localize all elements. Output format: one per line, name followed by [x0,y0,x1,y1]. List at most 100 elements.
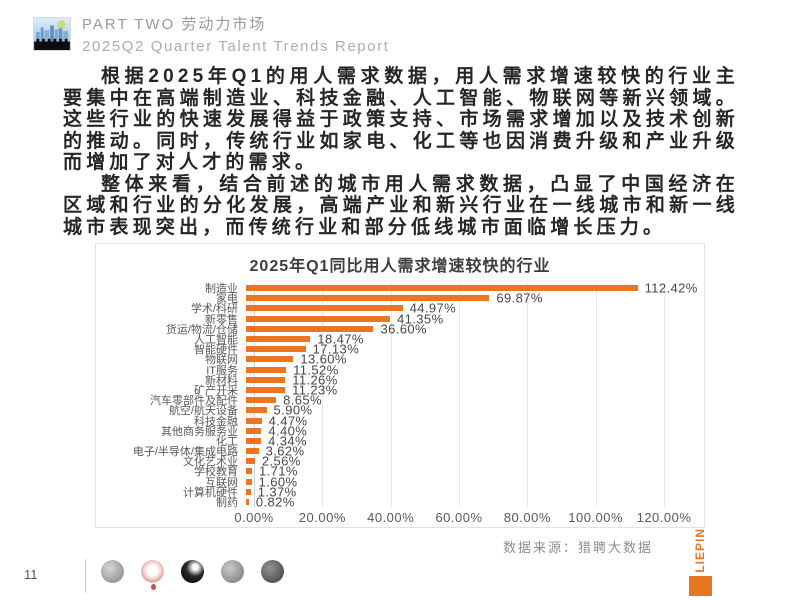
chart-row: 新材料 11.26% [106,372,664,388]
category-label: 货运/物流/仓储 [165,323,238,336]
category-label: 物联网 [205,354,238,367]
bar [246,305,403,312]
value-label: 18.47% [317,331,364,347]
gridline [459,283,460,507]
category-label: 科技金融 [194,415,238,428]
bar-track: 36.60% [246,321,664,337]
bar [246,488,251,495]
bar-track: 4.40% [246,423,664,438]
black-logo-icon [181,560,204,583]
bar-track: 11.26% [246,372,664,388]
city-skyline-icon [33,17,71,51]
value-label: 41.35% [397,311,444,327]
chart-row: 学术/科研 44.97% [106,300,664,316]
chart-row: 航空/航天设备 5.90% [106,403,664,418]
category-label: 制药 [216,497,238,510]
x-axis-tick: 0.00% [234,510,274,525]
liepin-logo-block-icon [688,575,712,596]
bar [246,346,306,353]
category-label: 新零售 [205,313,238,326]
category-label: 制造业 [205,283,238,296]
red-white-logo-icon [141,560,164,590]
bar-track: 5.90% [246,403,664,418]
bar-track: 4.34% [246,433,664,448]
paragraph-1: 根据2025年Q1的用人需求数据，用人需求增速较快的行业主要集中在高端制造业、科… [63,66,739,173]
bar-track: 3.62% [246,444,664,459]
category-label: 化工 [216,435,238,448]
value-label: 36.60% [380,321,427,337]
value-label: 11.23% [292,382,338,398]
bar [246,366,287,373]
bar [246,397,277,404]
value-label: 44.97% [409,300,457,316]
x-axis-tick: 40.00% [367,510,415,525]
chart-row: 互联网 1.60% [106,474,664,490]
x-axis-tick: 120.00% [636,510,692,525]
bar [246,407,267,414]
category-label: 其他商务服务业 [161,425,238,438]
value-label: 1.60% [258,474,298,490]
gray-logo-icon [221,560,244,583]
data-source-note: 数据来源：猎聘大数据 [502,540,653,555]
chart-row: 新零售 41.35% [106,311,664,327]
footer-logos [101,560,284,590]
value-label: 1.37% [257,484,297,500]
liepin-logo-text: LIEPIN [693,528,707,573]
bar-track: 17.13% [246,341,664,357]
chart-row: 文化艺术业 2.56% [106,454,664,469]
value-label: 69.87% [496,290,543,306]
chart-row: 人工智能 18.47% [106,331,664,347]
category-label: 学术/科研 [190,303,238,316]
dark-gray-logo-icon [261,560,284,583]
bar-track: 13.60% [246,351,664,367]
value-label: 13.60% [300,351,347,367]
bar [246,285,638,292]
header-titles: PART TWO 劳动力市场 2025Q2 Quarter Talent Tre… [82,13,390,55]
category-label: 新材料 [205,374,238,387]
chart-row: IT服务 11.52% [106,362,664,377]
gridline [322,283,324,507]
category-label: 学校教育 [194,466,238,479]
chart-rows: 制造业 112.42% 家电 69.87% 学术/科研 44.97% 新零售 41.35% 货运… [106,281,697,510]
chart-row: 制造业 112.42% [106,281,697,296]
category-label: 计算机硬件 [183,486,238,499]
bar [246,478,252,485]
category-label: IT服务 [206,364,238,377]
bar-track: 2.56% [246,454,664,469]
gridline [527,283,529,507]
part-label: PART TWO 劳动力市场 [82,16,267,33]
chart-row: 计算机硬件 1.37% [106,484,664,500]
bar-track: 41.35% [246,311,664,327]
bar-track: 0.82% [246,495,664,510]
gray-globe-logo-icon [101,560,124,583]
bar-track: 1.60% [246,474,664,490]
category-label: 互联网 [205,476,238,489]
category-label: 人工智能 [194,334,238,347]
bar-track: 44.97% [246,300,664,316]
category-label: 文化艺术业 [183,456,238,469]
bar-track: 112.42% [246,281,697,296]
chart-row: 学校教育 1.71% [106,463,664,479]
footer-divider [85,559,86,593]
bar [246,356,294,363]
x-axis-tick: 80.00% [503,510,551,525]
chart-row: 汽车零部件及配件 8.65% [106,393,664,408]
chart-plot-area: 制造业 112.42% 家电 69.87% 学术/科研 44.97% 新零售 41.35% 货运… [106,281,697,527]
value-label: 4.47% [268,413,308,429]
bar [246,325,374,332]
category-label: 家电 [216,293,238,306]
page-header: PART TWO 劳动力市场 2025Q2 Quarter Talent Tre… [33,13,390,55]
value-label: 1.71% [258,463,298,479]
bar [246,336,311,343]
report-subtitle: 2025Q2 Quarter Talent Trends Report [82,38,390,55]
chart-row: 货运/物流/仓储 36.60% [106,321,664,337]
value-label: 11.26% [292,372,338,388]
chart-gridlines [254,283,665,507]
chart-row: 智能硬件 17.13% [106,341,664,357]
category-label: 智能硬件 [194,344,238,357]
value-label: 112.42% [644,280,698,296]
bar [246,437,262,444]
value-label: 17.13% [312,341,360,357]
chart-row: 制药 0.82% [106,495,664,510]
